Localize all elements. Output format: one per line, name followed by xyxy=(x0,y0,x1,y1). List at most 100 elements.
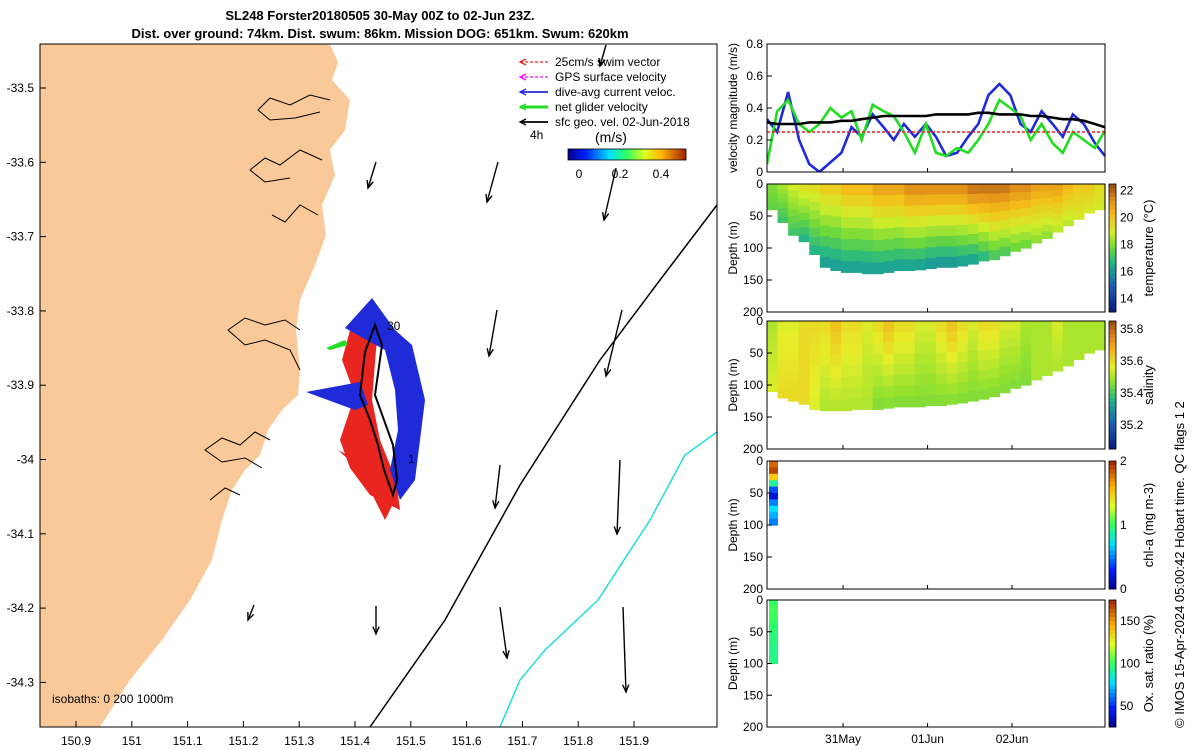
section-cell xyxy=(1052,220,1064,227)
colorbar-segment xyxy=(1109,546,1116,552)
colorbar-tick-label: 20 xyxy=(1120,211,1134,225)
section-cell xyxy=(830,205,842,217)
section-cell xyxy=(1041,321,1053,329)
section-cell xyxy=(914,216,927,228)
section-cell xyxy=(1052,345,1064,353)
y-tick-label: 0 xyxy=(756,314,763,328)
geo-vector-arrow xyxy=(486,161,499,203)
y-tick-label: 100 xyxy=(743,518,763,532)
colorbar-segment xyxy=(1109,359,1116,365)
geo-vector-arrowhead xyxy=(502,650,510,660)
section-cell xyxy=(988,202,1000,213)
section-cell xyxy=(840,377,853,389)
section-cell xyxy=(1073,354,1085,360)
colorbar-segment xyxy=(1109,612,1116,618)
section-cell xyxy=(1031,357,1043,366)
section-cell xyxy=(1052,339,1064,347)
section-cell xyxy=(936,373,948,385)
y-tick-label: 100 xyxy=(743,241,763,255)
colorbar-segment xyxy=(1109,325,1116,331)
section-cell xyxy=(957,351,969,363)
section-cell xyxy=(1041,204,1053,212)
legend-time-label: 4h xyxy=(530,128,543,142)
section-cell xyxy=(840,365,853,378)
profile-cell xyxy=(769,518,778,526)
section-cell xyxy=(798,227,810,235)
colorbar-tick-label: 50 xyxy=(1120,699,1134,713)
profile-cell xyxy=(769,619,778,626)
figure-title-line-2: Dist. over ground: 74km. Dist. swum: 86k… xyxy=(131,26,629,41)
section-cell xyxy=(978,184,990,195)
lat-tick-label: -34.2 xyxy=(7,601,35,615)
section-cell xyxy=(777,188,789,195)
section-cell xyxy=(830,194,842,207)
colorbar-segment xyxy=(1109,722,1116,728)
colorbar-segment xyxy=(1109,646,1116,652)
geo-vector-arrowhead xyxy=(366,179,374,190)
section-cell xyxy=(1094,200,1106,204)
section-cell xyxy=(788,216,800,223)
section-cell xyxy=(946,184,958,195)
colorbar-segment xyxy=(1109,490,1116,496)
section-cell xyxy=(946,331,958,343)
y-tick-label: 0.2 xyxy=(746,133,763,147)
section-cell xyxy=(1020,208,1032,217)
section-cell xyxy=(1009,200,1022,210)
colorbar-segment xyxy=(1109,478,1116,483)
colorbar-segment xyxy=(1109,184,1116,189)
section-cell xyxy=(1009,217,1022,227)
section-cell xyxy=(904,194,916,207)
section-cell xyxy=(1041,341,1053,349)
section-cell xyxy=(988,339,1000,350)
section-cell xyxy=(1052,327,1064,335)
section-cell xyxy=(1083,325,1096,330)
lon-tick-label: 151.2 xyxy=(228,734,258,748)
y-tick-label: 150 xyxy=(743,688,763,702)
colorbar-segment xyxy=(1109,701,1116,707)
section-cell xyxy=(777,388,789,399)
colorbar-segment xyxy=(1109,290,1116,296)
section-cell xyxy=(1083,202,1096,207)
section-cell xyxy=(1052,364,1064,372)
colorbar-segment xyxy=(1109,346,1116,352)
section-cell xyxy=(798,352,810,364)
section-cell xyxy=(1062,354,1074,361)
section-cell xyxy=(862,365,874,377)
salinity-section-panel: 0 50 100 150 200 Depth (m) 35.2 35.4 35.6 35.8 sal… xyxy=(726,314,1156,456)
section-cell xyxy=(999,201,1011,212)
colorbar-tick-label: 35.2 xyxy=(1120,418,1144,432)
time-tick-label: 01Jun xyxy=(911,732,944,746)
section-cell xyxy=(936,384,948,396)
colorbar-segment xyxy=(1109,533,1116,539)
colorbar-segment xyxy=(1109,431,1116,437)
section-cell xyxy=(1020,192,1032,201)
section-cell xyxy=(862,240,874,252)
section-cell xyxy=(1020,329,1032,338)
section-cell xyxy=(862,354,874,366)
section-cell xyxy=(883,250,895,262)
colorbar-segment xyxy=(1109,604,1116,609)
section-cell xyxy=(1041,231,1053,239)
colorbar-segment xyxy=(1109,705,1116,711)
section-cell xyxy=(978,321,990,332)
section-cell xyxy=(1052,190,1064,197)
section-cell xyxy=(999,184,1011,194)
glider-track-map: 30 1 isobaths: 0 200 1000m 150.9 151 151.1… xyxy=(7,43,718,748)
section-cell xyxy=(862,206,874,219)
section-cell xyxy=(862,184,874,196)
colorbar-segment xyxy=(1109,201,1116,206)
section-cell xyxy=(777,321,789,332)
section-cell xyxy=(936,215,948,227)
colorbar-segment xyxy=(1109,376,1116,382)
profile-cell xyxy=(769,505,778,513)
y-tick-label: 0 xyxy=(756,593,763,607)
section-cell xyxy=(1031,328,1043,337)
velocity-series-line xyxy=(767,82,1105,172)
section-cell xyxy=(1020,321,1032,330)
section-cell xyxy=(914,374,927,386)
section-cell xyxy=(999,356,1011,367)
section-cell xyxy=(819,194,831,206)
colorbar-segment xyxy=(1109,554,1116,560)
section-cell xyxy=(883,184,895,196)
estuary-line xyxy=(204,431,271,469)
